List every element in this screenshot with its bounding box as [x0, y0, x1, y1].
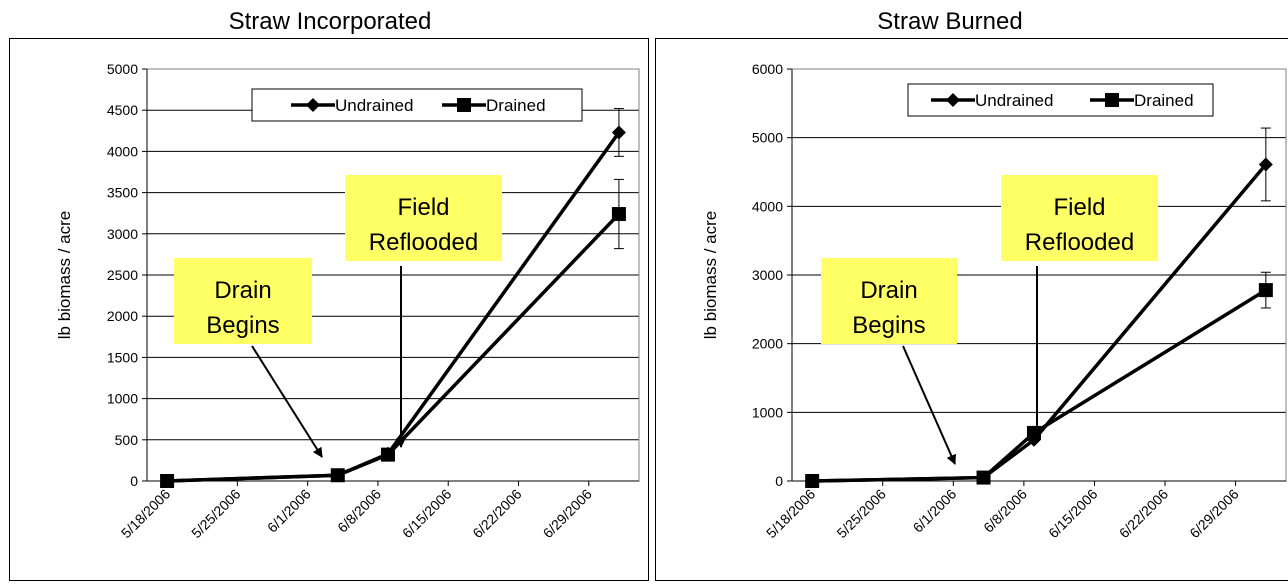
- x-tick-label: 5/18/2006: [763, 486, 819, 542]
- legend-label-undrained: Undrained: [975, 91, 1053, 110]
- data-point-drained: [1026, 425, 1041, 440]
- y-tick-label: 1500: [107, 349, 138, 365]
- y-tick-label: 6000: [752, 61, 783, 77]
- x-tick-label: 6/29/2006: [540, 486, 596, 542]
- y-axis-label: lb biomass / acre: [701, 211, 720, 340]
- annotation-text: Drain: [214, 277, 271, 304]
- legend-label-drained: Drained: [486, 96, 546, 115]
- chart-title-straw-incorporated: Straw Incorporated: [228, 8, 432, 35]
- data-point-undrained: [611, 125, 626, 140]
- annotation-text: Begins: [206, 312, 279, 339]
- y-tick-label: 4500: [107, 102, 138, 118]
- x-tick-label: 6/15/2006: [1045, 486, 1101, 542]
- annotation-text: Field: [1053, 194, 1105, 221]
- data-point-drained: [611, 207, 626, 222]
- x-tick-label: 6/15/2006: [399, 486, 455, 542]
- x-tick-label: 6/8/2006: [980, 486, 1030, 536]
- x-tick-label: 6/1/2006: [910, 486, 960, 536]
- annotation-arrow: [902, 345, 956, 465]
- x-tick-label: 6/1/2006: [264, 486, 314, 536]
- x-tick-label: 5/18/2006: [118, 486, 174, 542]
- y-tick-label: 2500: [107, 267, 138, 283]
- y-tick-label: 3000: [107, 226, 138, 242]
- y-tick-label: 0: [130, 473, 138, 489]
- annotation-text: Reflooded: [369, 229, 478, 256]
- y-tick-label: 3500: [107, 185, 138, 201]
- annotation-box: [1001, 175, 1158, 261]
- annotation-text: Reflooded: [1025, 229, 1134, 256]
- data-point-drained: [160, 474, 175, 488]
- chart-svg-straw-incorporated: 0 500 1000 1500 2000 2500 3000 3500 4000 4500 5000…: [55, 61, 640, 542]
- data-point-undrained: [1258, 157, 1273, 172]
- y-tick-label: 1000: [107, 391, 138, 407]
- y-tick-label: 3000: [752, 267, 783, 283]
- x-tick-label: 5/25/2006: [188, 486, 244, 542]
- series-line-drained: [167, 212, 621, 483]
- chart-panel-straw-incorporated: 0 500 1000 1500 2000 2500 3000 3500 4000 4500 5000…: [9, 38, 649, 581]
- x-tick-label: 6/22/2006: [469, 486, 525, 542]
- annotation-text: Field: [397, 194, 449, 221]
- chart-svg-straw-burned: 0 1000 2000 3000 4000 5000 6000 5/18/2006 5/25/2…: [701, 61, 1287, 542]
- annotation-box: [174, 258, 312, 344]
- y-tick-label: 2000: [752, 336, 783, 352]
- legend-label-drained: Drained: [1134, 91, 1194, 110]
- x-tick-label: 5/25/2006: [833, 486, 889, 542]
- annotation-box: [821, 258, 957, 344]
- y-axis-label: lb biomass / acre: [55, 211, 74, 340]
- data-point-drained: [805, 474, 820, 488]
- series-line-drained: [812, 288, 1267, 483]
- legend-marker-drained: [457, 98, 471, 112]
- x-tick-label: 6/8/2006: [334, 486, 384, 536]
- annotation-arrow: [251, 345, 323, 458]
- y-tick-label: 2000: [107, 308, 138, 324]
- data-point-drained: [976, 470, 991, 485]
- y-tick-label: 1000: [752, 404, 783, 420]
- legend-marker-undrained: [946, 93, 960, 107]
- data-point-drained: [1258, 283, 1273, 298]
- chart-title-straw-burned: Straw Burned: [877, 8, 1023, 35]
- x-tick-label: 6/22/2006: [1116, 486, 1172, 542]
- legend-label-undrained: Undrained: [335, 96, 413, 115]
- y-tick-label: 5000: [752, 130, 783, 146]
- annotation-text: Begins: [852, 312, 925, 339]
- chart-panel-straw-burned: 0 1000 2000 3000 4000 5000 6000 5/18/2006 5/25/2…: [655, 38, 1288, 581]
- y-tick-label: 5000: [107, 61, 138, 77]
- annotation-box: [345, 175, 502, 261]
- y-tick-label: 4000: [107, 143, 138, 159]
- y-tick-label: 500: [115, 432, 139, 448]
- x-tick-label: 6/29/2006: [1186, 486, 1242, 542]
- data-point-drained: [380, 447, 395, 462]
- annotation-text: Drain: [860, 277, 917, 304]
- data-point-drained: [330, 468, 345, 483]
- y-tick-label: 0: [775, 473, 783, 489]
- legend-marker-drained: [1105, 93, 1119, 107]
- y-tick-label: 4000: [752, 198, 783, 214]
- legend-marker-undrained: [306, 98, 320, 112]
